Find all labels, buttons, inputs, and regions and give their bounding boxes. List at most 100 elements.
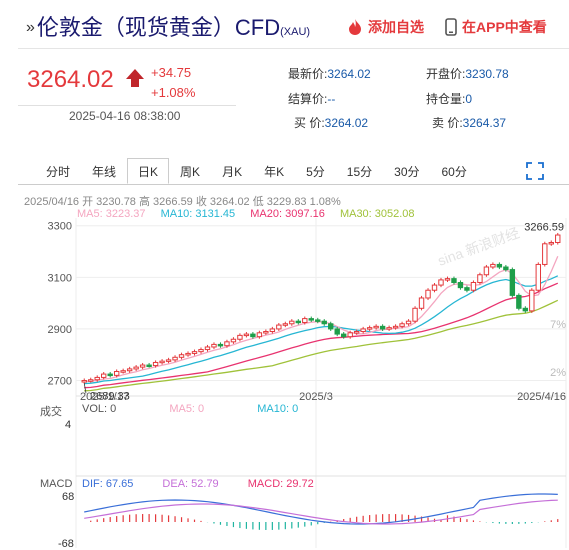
candle-body	[496, 263, 503, 268]
candle-body	[490, 263, 496, 268]
add-favorite-button[interactable]: 添加自选	[347, 17, 424, 37]
candle-body	[483, 266, 490, 276]
fullscreen-icon[interactable]	[526, 162, 544, 180]
macd-dea: DEA: 52.79	[162, 478, 219, 490]
ma30-line	[84, 299, 559, 392]
latest-value: 3264.02	[327, 67, 371, 81]
tab-intraday[interactable]: 分时	[46, 165, 71, 179]
tab-60min[interactable]: 60分	[441, 165, 467, 179]
flame-icon	[349, 19, 361, 35]
macd-value: MACD: 29.72	[247, 478, 314, 490]
page-title: »伦敦金（现货黄金）CFD(XAU)	[26, 10, 310, 42]
change-amount: +34.75	[151, 65, 192, 80]
tab-5min[interactable]: 5分	[306, 165, 325, 179]
volume-axis-tick: 4	[65, 419, 72, 431]
tab-15min[interactable]: 15分	[346, 165, 373, 179]
latest-label: 最新价:	[288, 67, 328, 81]
candle-body	[347, 332, 353, 338]
low-label: 2689.33	[90, 390, 130, 402]
tab-monthly-k[interactable]: 月K	[222, 165, 243, 179]
candle-body	[230, 338, 237, 343]
title-subtitle: (XAU)	[280, 26, 311, 38]
settle-value: --	[327, 91, 336, 106]
candle-body	[178, 354, 185, 358]
candle-body	[133, 366, 139, 370]
candle-body	[503, 266, 509, 271]
ma20-value: MA20: 3097.16	[250, 208, 325, 220]
dif-line	[84, 493, 558, 525]
candle-body	[243, 333, 250, 337]
candle-body	[405, 320, 412, 325]
candle-body	[555, 234, 561, 244]
double-chevron-icon: »	[26, 19, 35, 36]
candle-body	[548, 242, 554, 245]
vol-value: VOL: 0	[82, 403, 117, 415]
macd-dif: DIF: 67.65	[82, 478, 134, 490]
candle-body	[139, 364, 146, 368]
candle-body	[269, 328, 276, 333]
candle-body	[198, 349, 204, 353]
candle-body	[217, 343, 224, 347]
ma5-line	[84, 255, 559, 383]
ma30-value: MA30: 3052.08	[339, 208, 415, 220]
candle-body	[185, 352, 191, 356]
price-divider	[18, 105, 236, 106]
candle-body	[360, 328, 366, 333]
candle-body	[392, 325, 399, 329]
title-bar: »伦敦金（现货黄金）CFD(XAU) 添加自选 在APP中查看	[0, 0, 569, 48]
candle-body	[289, 320, 295, 325]
view-in-app-button[interactable]: 在APP中查看	[445, 17, 547, 37]
ma10-value: MA10: 3131.45	[160, 208, 236, 220]
tab-daily-k[interactable]: 日K	[127, 158, 170, 184]
price-change: +34.75 +1.08%	[151, 63, 195, 103]
candle-body	[81, 380, 87, 383]
high-label: 3266.59	[524, 221, 564, 233]
right-tick-label: 2%	[550, 367, 566, 379]
candle-body	[366, 327, 373, 330]
candle-body	[152, 361, 159, 367]
candle-body	[107, 373, 113, 377]
candle-body	[172, 356, 178, 361]
stats-column-1: 最新价:3264.02 结算价:-- 买 价:3264.02	[288, 62, 371, 136]
tab-weekly-k[interactable]: 周K	[180, 165, 201, 179]
candle-body	[451, 278, 457, 283]
tab-30min[interactable]: 30分	[394, 165, 420, 179]
candle-body	[120, 370, 126, 373]
candle-body	[464, 287, 470, 291]
ohlc-summary: 2025/04/16 开 3230.78 高 3266.59 收 3264.02…	[24, 196, 341, 208]
ask-label: 卖 价:	[432, 116, 463, 130]
last-price: 3264.02	[27, 66, 114, 93]
up-arrow-icon	[126, 69, 144, 87]
title-text: 伦敦金（现货黄金）CFD	[36, 15, 281, 40]
volume-label: 成交	[40, 406, 62, 418]
candle-body	[224, 341, 230, 347]
y-tick-label: 2900	[48, 324, 72, 336]
candle-body	[386, 327, 392, 330]
candlestick-chart[interactable]: 3300 3100 2900 2700 7% 2% sina 新浪财经 3266.59 2689…	[0, 218, 569, 550]
candle-body	[334, 328, 340, 335]
volume-legend: VOL: 0 MA5: 0 MA10: 0	[82, 403, 348, 415]
candle-body	[237, 334, 243, 340]
candle-body	[315, 319, 321, 322]
settle-label: 结算价:	[288, 91, 328, 106]
candle-body	[101, 373, 107, 378]
ask-value: 3264.37	[462, 116, 507, 130]
ma-legend: MA5: 3223.37 MA10: 3131.45 MA20: 3097.16…	[77, 208, 427, 220]
candle-body	[211, 343, 217, 348]
candle-body	[535, 263, 541, 291]
tabs-divider	[18, 184, 569, 185]
phone-icon	[445, 18, 457, 36]
tab-year-line[interactable]: 年线	[92, 165, 117, 179]
hold-label: 持仓量:	[426, 91, 466, 106]
candle-body	[438, 279, 444, 286]
candle-body	[146, 364, 152, 368]
tab-yearly-k[interactable]: 年K	[264, 165, 285, 179]
bid-value: 3264.02	[324, 116, 369, 130]
candle-body	[159, 360, 165, 364]
period-tabs: 分时 年线 日K 周K 月K 年K 5分 15分 30分 60分	[35, 158, 478, 184]
macd-axis-bottom: -68	[58, 538, 74, 550]
header-divider	[18, 48, 569, 49]
candle-body	[542, 243, 548, 265]
candle-body	[282, 323, 289, 326]
candle-body	[341, 333, 347, 338]
